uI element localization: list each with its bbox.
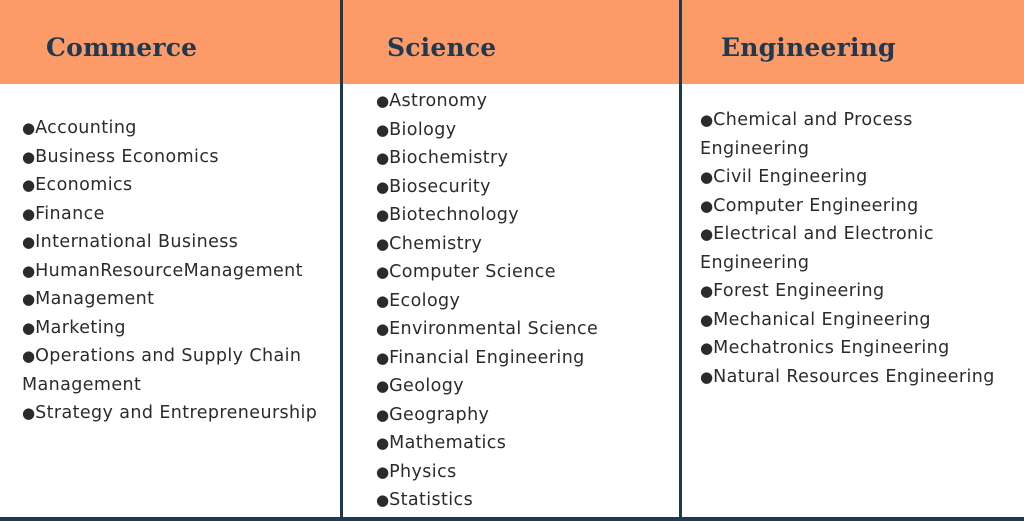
list-item: Mechatronics Engineering	[700, 334, 1000, 363]
list-item: Finance	[22, 200, 327, 229]
engineering-heading: Engineering	[721, 33, 896, 62]
science-list: Astronomy Biology Biochemistry Biosecuri…	[376, 87, 671, 515]
list-item: Statistics	[376, 486, 671, 515]
list-item: Geology	[376, 372, 671, 401]
list-item: International Business	[22, 228, 327, 257]
list-item: Computer Engineering	[700, 192, 1000, 221]
list-item: Mathematics	[376, 429, 671, 458]
list-item: Biochemistry	[376, 144, 671, 173]
list-item: Biosecurity	[376, 173, 671, 202]
list-item: Ecology	[376, 287, 671, 316]
list-item: Environmental Science	[376, 315, 671, 344]
list-item: Biotechnology	[376, 201, 671, 230]
list-item: Biology	[376, 116, 671, 145]
list-item: Electrical and Electronic Engineering	[700, 220, 1000, 277]
commerce-heading: Commerce	[46, 33, 198, 62]
commerce-list: Accounting Business Economics Economics …	[22, 114, 327, 428]
list-item: Strategy and Entrepreneurship	[22, 399, 327, 428]
list-item: Computer Science	[376, 258, 671, 287]
list-item: Business Economics	[22, 143, 327, 172]
science-heading: Science	[387, 33, 497, 62]
list-item: Economics	[22, 171, 327, 200]
list-item: Geography	[376, 401, 671, 430]
list-item: Accounting	[22, 114, 327, 143]
list-item: Operations and Supply Chain Management	[22, 342, 327, 399]
list-item: Marketing	[22, 314, 327, 343]
list-item: Natural Resources Engineering	[700, 363, 1000, 392]
list-item: Physics	[376, 458, 671, 487]
list-item: HumanResourceManagement	[22, 257, 327, 286]
header-row	[0, 0, 1024, 84]
list-item: Management	[22, 285, 327, 314]
column-divider	[679, 0, 682, 521]
engineering-list: Chemical and Process Engineering Civil E…	[700, 106, 1000, 391]
list-item: Civil Engineering	[700, 163, 1000, 192]
column-divider	[340, 0, 343, 521]
list-item: Chemical and Process Engineering	[700, 106, 1000, 163]
list-item: Financial Engineering	[376, 344, 671, 373]
list-item: Mechanical Engineering	[700, 306, 1000, 335]
list-item: Chemistry	[376, 230, 671, 259]
list-item: Forest Engineering	[700, 277, 1000, 306]
list-item: Astronomy	[376, 87, 671, 116]
